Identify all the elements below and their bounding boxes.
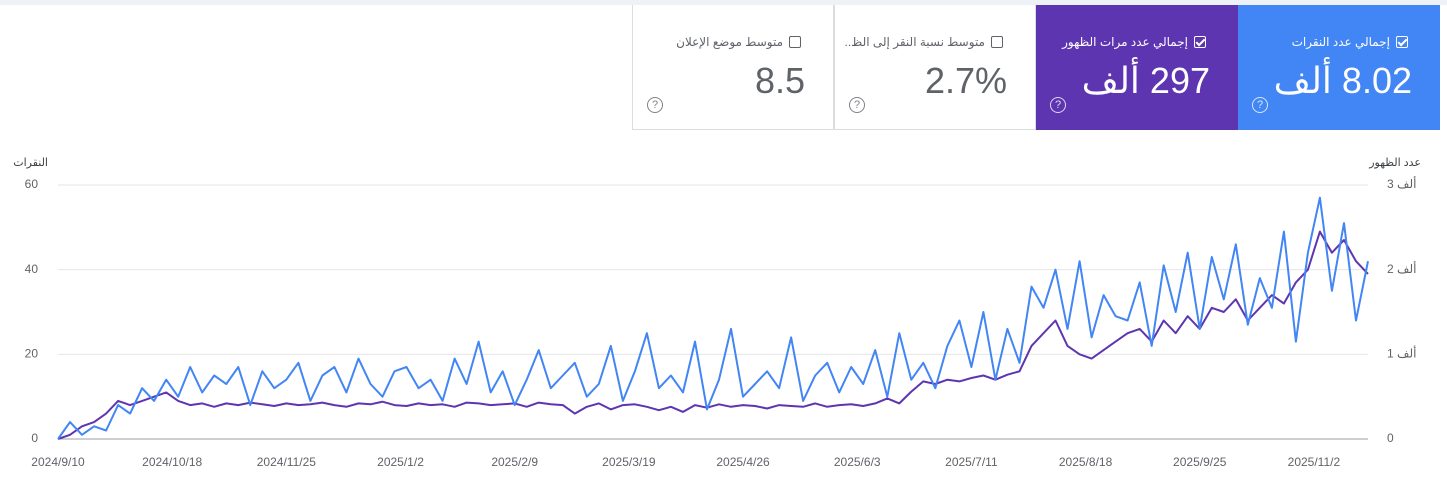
y2-axis-title: عدد الظهور: [1368, 157, 1421, 169]
y-tick-label: 40: [25, 262, 39, 276]
metric-card[interactable]: إجمالي عدد مرات الظهور 297 ألف?: [1036, 5, 1238, 130]
x-tick-label: 2024/9/10: [31, 455, 85, 469]
help-icon[interactable]: ?: [1252, 97, 1268, 113]
x-tick-label: 2025/3/19: [602, 455, 656, 469]
y2-tick-label: 2 ألف: [1387, 261, 1416, 276]
series-line: [57, 230, 1369, 440]
x-tick-label: 2025/9/25: [1173, 455, 1227, 469]
x-tick-label: 2025/11/2: [1288, 455, 1341, 469]
y2-tick-label: 1 ألف: [1387, 346, 1416, 361]
metric-header: إجمالي عدد مرات الظهور: [1062, 35, 1206, 49]
metric-name: متوسط موضع الإعلان: [676, 35, 783, 49]
help-icon[interactable]: ?: [1050, 97, 1066, 113]
x-tick-label: 2025/1/2: [377, 455, 424, 469]
y2-tick-label: 0: [1387, 431, 1394, 445]
x-tick-label: 2025/7/11: [945, 455, 998, 469]
metric-name: إجمالي عدد مرات الظهور: [1062, 35, 1188, 49]
x-tick-label: 2025/8/18: [1059, 455, 1113, 469]
x-tick-label: 2025/2/9: [491, 455, 538, 469]
metric-value: 2.7%: [924, 60, 1007, 101]
y-axis-title: النقرات: [13, 157, 48, 169]
help-icon[interactable]: ?: [647, 97, 663, 113]
x-tick-label: 2024/11/25: [257, 455, 316, 469]
metric-card[interactable]: متوسط موضع الإعلان 8.5?: [632, 5, 834, 130]
x-tick-label: 2025/6/3: [834, 455, 881, 469]
metric-name: إجمالي عدد النقرات: [1291, 35, 1390, 49]
help-icon[interactable]: ?: [849, 97, 865, 113]
checkbox[interactable]: [789, 36, 801, 48]
checkbox[interactable]: [1396, 36, 1408, 48]
metric-card[interactable]: متوسط نسبة النقر إلى الظ.. 2.7%?: [834, 5, 1036, 130]
x-tick-label: 2024/10/18: [142, 455, 202, 469]
metric-card[interactable]: إجمالي عدد النقرات 8.02 ألف?: [1238, 5, 1440, 130]
y-tick-label: 60: [25, 177, 39, 191]
metric-header: متوسط نسبة النقر إلى الظ..: [845, 35, 1003, 49]
checkbox[interactable]: [1194, 36, 1206, 48]
metric-value: 297 ألف: [1081, 60, 1210, 101]
metric-value: 8.5: [754, 60, 805, 101]
metric-header: متوسط موضع الإعلان: [676, 35, 801, 49]
top-strip: [0, 0, 1447, 5]
y-tick-label: 20: [25, 347, 39, 361]
series-line: [57, 196, 1369, 440]
metric-header: إجمالي عدد النقرات: [1292, 35, 1408, 49]
checkbox[interactable]: [991, 36, 1003, 48]
y2-tick-label: 3 ألف: [1387, 176, 1416, 191]
metric-name: متوسط نسبة النقر إلى الظ..: [844, 35, 985, 49]
x-tick-label: 2025/4/26: [716, 455, 770, 469]
metric-value: 8.02 ألف: [1273, 60, 1412, 101]
y-tick-label: 0: [31, 431, 38, 445]
